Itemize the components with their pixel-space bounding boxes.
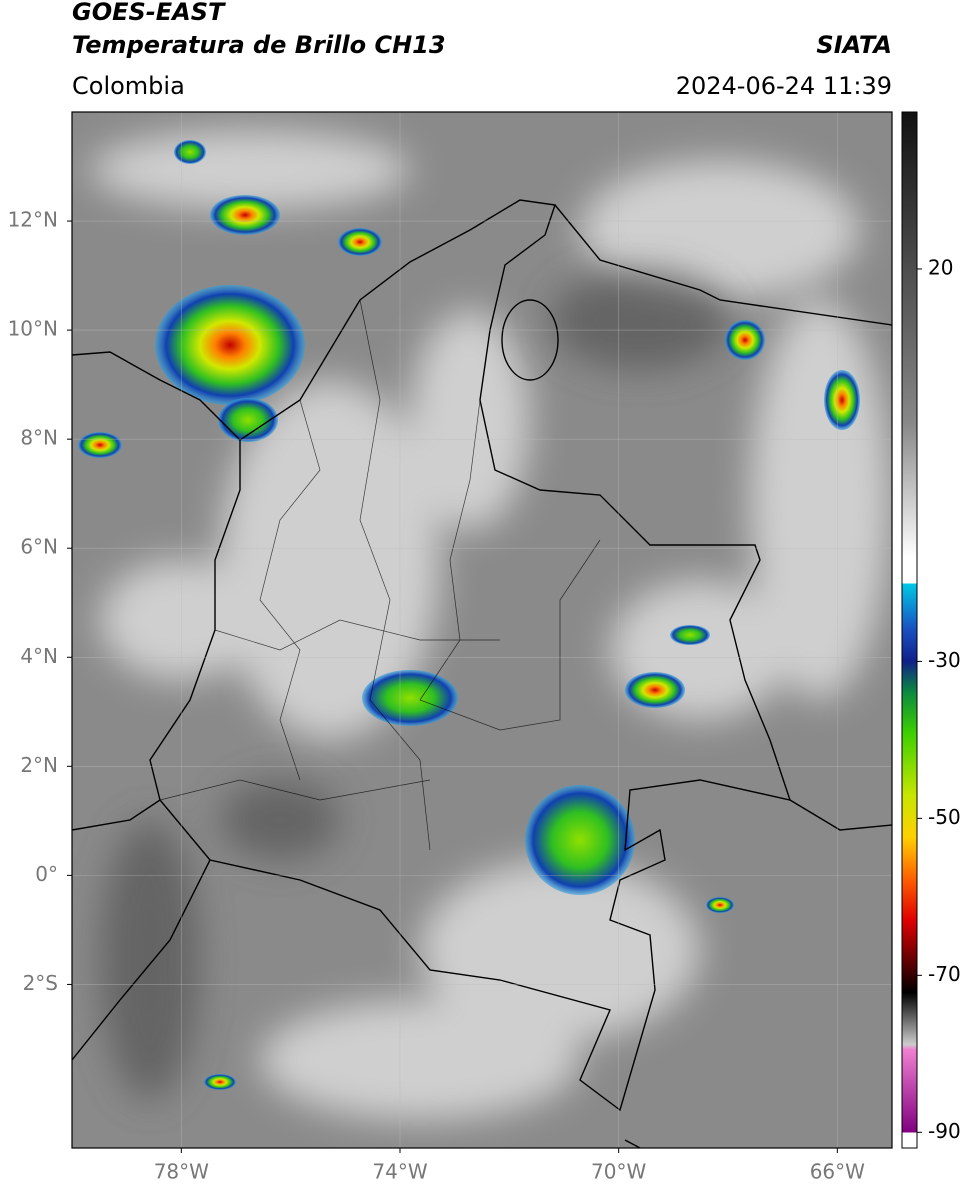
x-tick-label: 78°W — [154, 1160, 209, 1184]
y-tick-label: 4°N — [20, 644, 58, 668]
y-tick-label: 2°N — [20, 753, 58, 777]
title: GOES-EAST — [72, 0, 226, 26]
satellite-image — [72, 112, 892, 1148]
colorbar-tick-label: -50 — [928, 805, 961, 829]
colorbar-tick-label: -30 — [928, 648, 961, 672]
x-tick-label: 70°W — [591, 1160, 646, 1184]
grid — [72, 112, 892, 1148]
colorbar — [901, 111, 918, 1149]
x-tick-label: 74°W — [372, 1160, 427, 1184]
y-tick-label: 2°S — [23, 971, 58, 995]
y-tick-label: 8°N — [20, 426, 58, 450]
source: SIATA — [816, 31, 892, 59]
colorbar-tick-label: 20 — [928, 255, 953, 279]
region: Colombia — [72, 72, 185, 100]
x-tick-label: 66°W — [810, 1160, 865, 1184]
y-tick-label: 6°N — [20, 535, 58, 559]
map-frame — [71, 111, 893, 1149]
colorbar-tick-label: -70 — [928, 962, 961, 986]
colorbar-tick-label: -90 — [928, 1119, 961, 1143]
datetime: 2024-06-24 11:39 — [676, 72, 892, 100]
y-tick-label: 0° — [35, 862, 58, 886]
y-tick-label: 10°N — [8, 317, 58, 341]
subtitle: Temperatura de Brillo CH13 — [72, 31, 446, 59]
y-tick-label: 12°N — [8, 208, 58, 232]
